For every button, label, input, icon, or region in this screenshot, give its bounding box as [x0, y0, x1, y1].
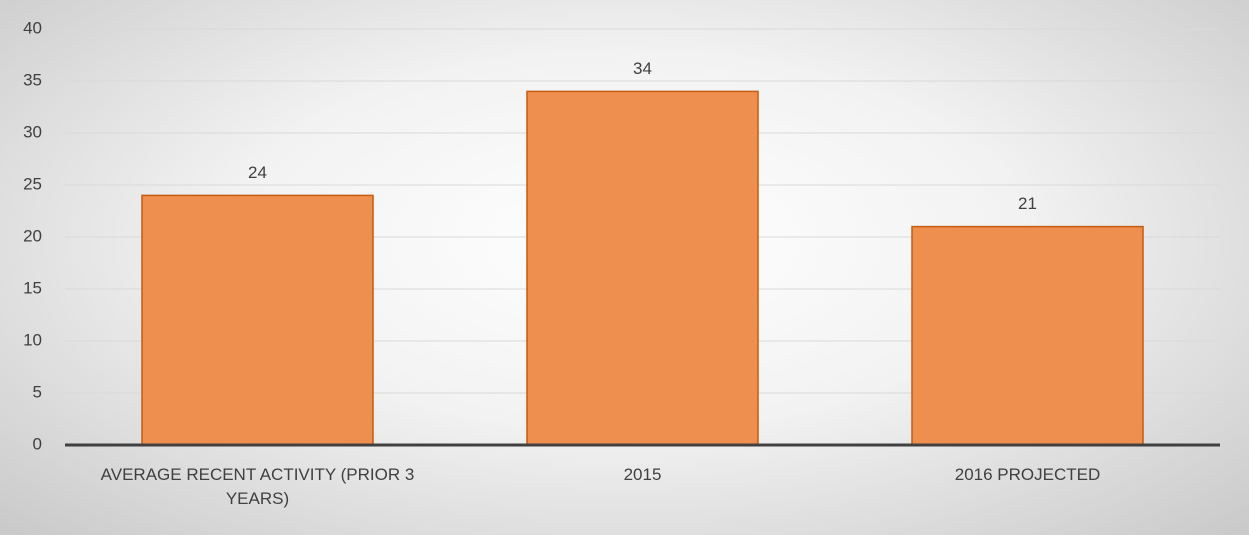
bar — [911, 225, 1144, 446]
x-tick-label: 2016 PROJECTED — [954, 465, 1101, 484]
y-tick-label: 15 — [23, 278, 42, 297]
y-tick-label: 0 — [33, 434, 42, 453]
y-tick-label: 25 — [23, 174, 42, 193]
data-label: 21 — [1018, 194, 1037, 213]
data-label: 34 — [633, 59, 652, 78]
x-tick-label: 2015 — [623, 465, 662, 484]
y-tick-label: 5 — [33, 382, 42, 401]
y-tick-label: 10 — [23, 330, 42, 349]
x-tick-label: AVERAGE RECENT ACTIVITY (PRIOR 3 YEARS) — [100, 465, 415, 508]
y-tick-label: 20 — [23, 226, 42, 245]
bar — [526, 90, 759, 446]
y-tick-label: 40 — [23, 18, 42, 37]
y-tick-label: 30 — [23, 122, 42, 141]
y-tick-label: 35 — [23, 70, 42, 89]
data-label: 24 — [248, 163, 267, 182]
bar — [141, 194, 374, 446]
